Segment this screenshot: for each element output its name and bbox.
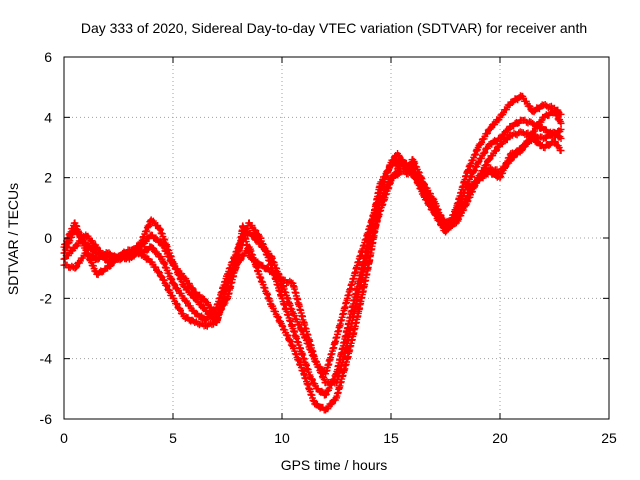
x-tick-label: 25 <box>601 430 617 446</box>
y-tick-label: 2 <box>44 170 52 186</box>
x-tick-label: 0 <box>60 430 68 446</box>
x-tick-label: 10 <box>274 430 290 446</box>
x-axis-label: GPS time / hours <box>281 457 388 473</box>
y-axis-label: SDTVAR / TECUs <box>5 183 21 295</box>
y-tick-label: -4 <box>40 351 53 367</box>
y-tick-label: -6 <box>40 411 53 427</box>
x-tick-label: 20 <box>492 430 508 446</box>
chart-title: Day 333 of 2020, Sidereal Day-to-day VTE… <box>81 20 587 36</box>
series-track-3 <box>60 134 565 414</box>
x-tick-label: 15 <box>383 430 399 446</box>
y-tick-label: 0 <box>44 230 52 246</box>
y-tick-label: 4 <box>44 109 52 125</box>
series-track-markers <box>465 108 564 193</box>
x-tick-label: 5 <box>169 430 177 446</box>
y-tick-label: 6 <box>44 49 52 65</box>
series-track-5 <box>463 107 565 194</box>
y-tick-label: -2 <box>40 290 53 306</box>
